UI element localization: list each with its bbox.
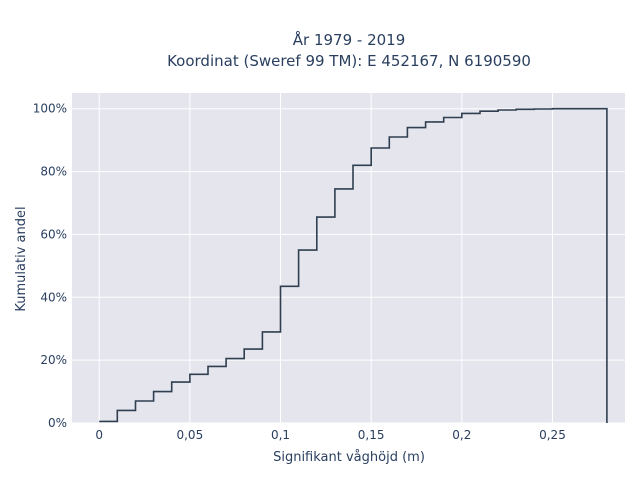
x-tick-label: 0,05 bbox=[176, 428, 203, 442]
plot-area: 0% 20% 40% 60% 80% 100% 0 0,05 0,1 0,15 0,2 0,25 bbox=[33, 93, 625, 442]
y-tick-label: 20% bbox=[40, 353, 67, 367]
x-tick-label: 0,25 bbox=[539, 428, 566, 442]
x-tick-label: 0 bbox=[95, 428, 103, 442]
x-tick-label: 0,15 bbox=[358, 428, 385, 442]
y-tick-label: 80% bbox=[40, 165, 67, 179]
y-tick-label: 0% bbox=[48, 416, 67, 430]
y-tick-label: 100% bbox=[33, 102, 67, 116]
x-axis-title: Signifikant våghöjd (m) bbox=[273, 450, 425, 465]
y-axis-title: Kumulativ andel bbox=[14, 206, 29, 311]
cumulative-step-line bbox=[99, 107, 608, 423]
chart-title-line1: År 1979 - 2019 bbox=[293, 30, 406, 49]
plot-background bbox=[72, 93, 625, 423]
y-tick-label: 40% bbox=[40, 290, 67, 304]
x-tick-label: 0,1 bbox=[271, 428, 290, 442]
chart-title-line2: Koordinat (Sweref 99 TM): E 452167, N 61… bbox=[167, 52, 531, 70]
x-tick-label: 0,2 bbox=[452, 428, 471, 442]
y-tick-label: 60% bbox=[40, 227, 67, 241]
